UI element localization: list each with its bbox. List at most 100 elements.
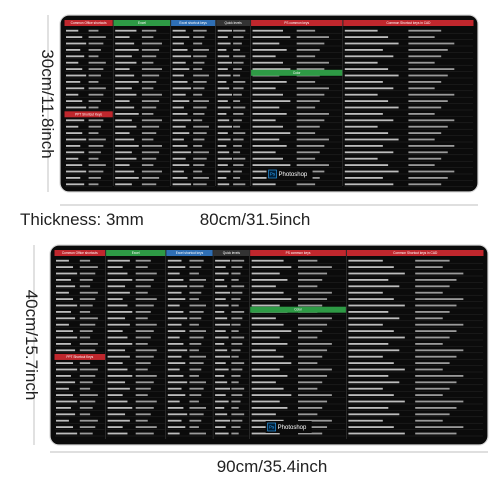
shortcut-text xyxy=(141,177,160,179)
shortcut-text xyxy=(215,419,231,422)
shortcut-text xyxy=(215,426,226,428)
shortcut-text xyxy=(88,170,104,173)
shortcut-text xyxy=(79,343,98,345)
shortcut-text xyxy=(252,145,287,147)
shortcut-text xyxy=(141,61,154,64)
shortcut-text xyxy=(344,183,394,186)
shortcut-text xyxy=(344,151,394,154)
shortcut-text xyxy=(135,285,151,288)
shortcut-text xyxy=(408,61,435,64)
shortcut-text xyxy=(233,170,242,173)
shortcut-text xyxy=(408,74,448,77)
shortcut-text xyxy=(252,106,280,109)
shortcut-text xyxy=(167,317,188,320)
shortcut-text xyxy=(298,419,332,422)
shortcut-text xyxy=(215,387,231,390)
shortcut-text xyxy=(298,343,332,345)
shortcut-text xyxy=(56,343,71,345)
shortcut-text xyxy=(217,55,230,58)
shortcut-text xyxy=(298,291,332,294)
logo-icon-text: Ps xyxy=(269,424,275,429)
shortcut-text xyxy=(217,125,232,128)
shortcut-text xyxy=(296,157,316,160)
shortcut-text xyxy=(217,100,228,102)
shortcut-text xyxy=(344,55,394,58)
shortcut-text xyxy=(56,304,78,307)
shortcut-text xyxy=(233,106,246,109)
shortcut-text xyxy=(79,336,91,339)
shortcut-text xyxy=(66,74,87,77)
shortcut-text xyxy=(88,55,99,58)
shortcut-text xyxy=(115,151,132,154)
shortcut-text xyxy=(252,68,291,70)
shortcut-text xyxy=(107,343,133,345)
shortcut-text xyxy=(172,61,186,64)
shortcut-text xyxy=(348,259,383,262)
shortcut-text xyxy=(172,29,186,32)
shortcut-text xyxy=(135,336,151,339)
shortcut-text xyxy=(408,42,455,45)
shortcut-text xyxy=(348,323,383,326)
shortcut-text xyxy=(298,317,332,320)
shortcut-text xyxy=(135,259,151,262)
shortcut-text xyxy=(252,93,283,96)
shortcut-text xyxy=(66,100,83,102)
shortcut-text xyxy=(348,336,405,339)
shortcut-text xyxy=(348,298,394,300)
shortcut-text xyxy=(298,323,328,326)
shortcut-text xyxy=(251,343,288,345)
shortcut-text xyxy=(408,49,448,51)
shortcut-text xyxy=(408,125,448,128)
shortcut-text xyxy=(56,394,74,396)
shortcut-text xyxy=(251,291,284,294)
shortcut-text xyxy=(107,298,123,300)
shortcut-text xyxy=(408,157,442,160)
shortcut-text xyxy=(107,387,130,390)
shortcut-text xyxy=(231,272,241,275)
shortcut-text xyxy=(415,349,464,352)
shortcut-text xyxy=(167,279,184,281)
shortcut-text xyxy=(189,349,199,352)
section-header xyxy=(216,20,251,26)
shortcut-text xyxy=(66,61,79,64)
shortcut-text xyxy=(251,323,284,326)
shortcut-text xyxy=(217,177,227,179)
shortcut-text xyxy=(88,42,104,45)
shortcut-text xyxy=(415,426,464,428)
shortcut-text xyxy=(296,81,316,83)
shortcut-text xyxy=(107,432,128,435)
pad2-height: 40cm/15.7inch xyxy=(22,290,41,401)
shortcut-text xyxy=(79,330,93,332)
shortcut-text xyxy=(115,164,130,166)
shortcut-text xyxy=(348,387,383,390)
logo-icon xyxy=(267,422,276,432)
shortcut-text xyxy=(217,49,227,51)
shortcut-text xyxy=(252,113,287,115)
shortcut-text xyxy=(135,368,148,371)
shortcut-text xyxy=(135,355,154,358)
shortcut-text xyxy=(135,323,157,326)
shortcut-text xyxy=(231,419,243,422)
shortcut-text xyxy=(231,394,243,396)
shortcut-text xyxy=(231,336,245,339)
shortcut-text xyxy=(215,266,226,268)
shortcut-text xyxy=(298,330,323,332)
shortcut-text xyxy=(298,362,318,364)
shortcut-text xyxy=(56,291,69,294)
shortcut-text xyxy=(408,100,448,102)
shortcut-text xyxy=(233,87,244,90)
shortcut-text xyxy=(231,279,239,281)
shortcut-text xyxy=(66,145,81,147)
shortcut-text xyxy=(115,29,137,32)
shortcut-text xyxy=(415,400,464,403)
shortcut-text xyxy=(251,259,284,262)
shortcut-text xyxy=(79,349,96,352)
shortcut-text xyxy=(415,432,457,435)
shortcut-text xyxy=(415,368,443,371)
shortcut-text xyxy=(167,400,180,403)
shortcut-text xyxy=(88,36,106,38)
shortcut-text xyxy=(233,132,246,134)
shortcut-text xyxy=(296,93,325,96)
shortcut-text xyxy=(215,304,229,307)
shortcut-text xyxy=(215,323,231,326)
